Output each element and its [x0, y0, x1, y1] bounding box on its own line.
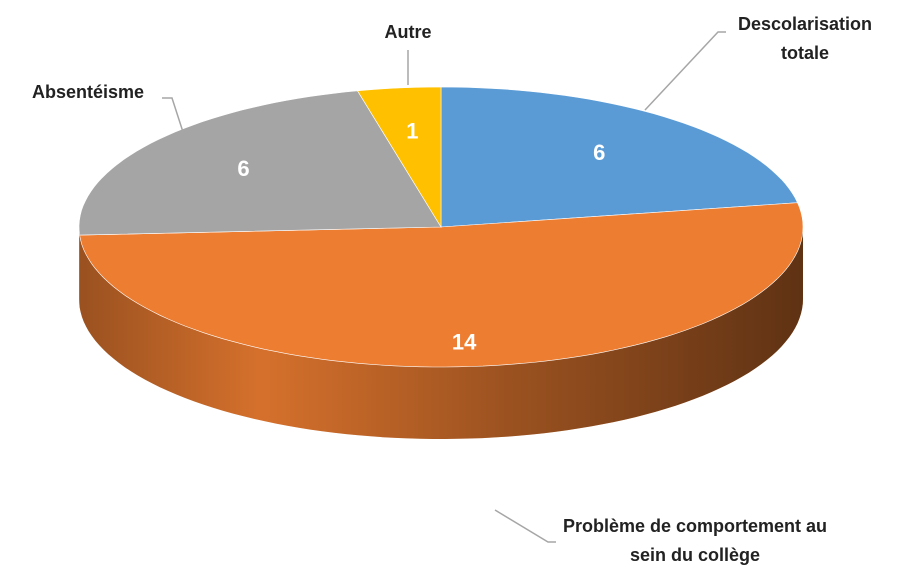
pie-slice — [78, 90, 442, 236]
category-label: Autre — [384, 22, 432, 42]
value-label: 6 — [593, 140, 605, 165]
pie-side-shade — [79, 227, 80, 308]
leader-line — [644, 31, 726, 111]
pie-slice — [356, 86, 442, 229]
leader-line — [494, 509, 556, 543]
pie-side-shade — [79, 227, 804, 439]
value-label: 1 — [406, 118, 418, 143]
category-label: Absentéisme — [31, 82, 145, 102]
category-label: Problème de comportement au sein du coll… — [562, 516, 828, 565]
category-label: Descolarisation totale — [737, 14, 873, 63]
leader-line — [162, 97, 184, 133]
value-label: 6 — [237, 156, 249, 181]
value-label: 14 — [452, 329, 477, 354]
pie-slice — [440, 86, 798, 228]
pie-slice — [79, 202, 804, 368]
